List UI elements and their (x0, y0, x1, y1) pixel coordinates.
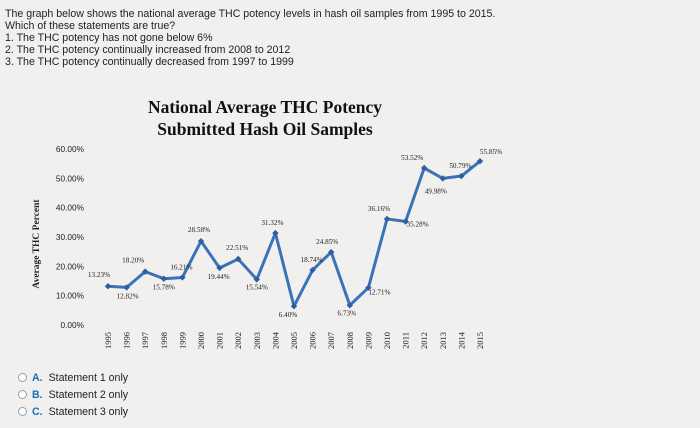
option-b-text: Statement 2 only (48, 388, 129, 401)
y-tick-label: 30.00% (56, 232, 85, 242)
radio-b[interactable] (18, 390, 27, 399)
data-point (272, 229, 279, 237)
data-point (142, 268, 149, 275)
y-axis-label: Average THC Percent (32, 199, 42, 289)
option-b[interactable]: B. Statement 2 only (18, 386, 128, 403)
x-tick-label: 2002 (233, 332, 243, 349)
data-label: 13.23% (88, 271, 110, 279)
data-label: 36.16% (368, 205, 390, 213)
option-a-letter: A. (32, 371, 43, 384)
x-tick-label: 1998 (159, 332, 169, 349)
data-label: 15.54% (246, 283, 268, 291)
answer-options: A. Statement 1 only B. Statement 2 only … (18, 369, 128, 420)
x-tick-label: 2015 (475, 332, 485, 349)
question-prompt: Which of these statements are true? (5, 20, 176, 32)
data-label: 16.21% (170, 263, 192, 271)
data-point (235, 255, 242, 263)
data-label: 18.74% (301, 256, 323, 264)
data-label: 6.73% (338, 309, 357, 317)
data-point (458, 172, 465, 180)
data-label: 12.82% (117, 292, 139, 300)
statement-3: 3. The THC potency continually decreased… (5, 56, 294, 68)
option-b-letter: B. (32, 388, 43, 401)
data-point (104, 282, 112, 290)
data-label: 24.85% (316, 238, 338, 246)
data-point (123, 284, 130, 291)
data-label: 6.40% (279, 311, 298, 319)
statement-1: 1. The THC potency has not gone below 6% (5, 32, 213, 44)
x-tick-label: 2011 (401, 332, 411, 349)
data-label: 53.52% (401, 154, 423, 162)
x-tick-label: 2009 (363, 332, 373, 349)
y-tick-label: 20.00% (56, 261, 85, 271)
option-c-letter: C. (32, 405, 43, 418)
x-tick-label: 2012 (419, 332, 429, 349)
data-point (346, 302, 353, 309)
option-a-text: Statement 1 only (48, 371, 129, 384)
x-tick-label: 2003 (252, 332, 262, 349)
data-label: 31.32% (261, 219, 283, 227)
data-label: 22.51% (226, 244, 248, 252)
x-tick-label: 1996 (122, 332, 132, 349)
data-label: 50.79% (449, 162, 471, 170)
data-point (290, 303, 298, 310)
y-tick-label: 10.00% (56, 291, 85, 301)
data-point (365, 284, 372, 291)
x-tick-label: 2008 (345, 332, 355, 349)
data-point (383, 215, 391, 223)
x-tick-label: 1995 (103, 332, 113, 349)
option-c[interactable]: C. Statement 3 only (18, 403, 128, 420)
x-tick-label: 2007 (326, 332, 336, 349)
data-label: 18.20% (122, 257, 144, 265)
data-point (328, 248, 335, 256)
data-label: 15.78% (153, 284, 175, 292)
x-tick-label: 2004 (270, 331, 280, 349)
x-tick-label: 2006 (308, 332, 318, 349)
data-label: 19.44% (208, 273, 230, 281)
data-point (216, 264, 223, 272)
data-label: 35.28% (407, 221, 429, 229)
radio-c[interactable] (18, 407, 27, 416)
y-tick-label: 60.00% (56, 144, 85, 154)
x-tick-label: 2001 (215, 332, 225, 349)
chart-title-line1: National Average THC Potency (148, 97, 382, 117)
option-a[interactable]: A. Statement 1 only (18, 369, 128, 386)
x-tick-label: 2014 (456, 331, 466, 349)
question-intro: The graph below shows the national avera… (5, 8, 496, 20)
x-tick-label: 1997 (140, 332, 150, 349)
chart-title-line2: Submitted Hash Oil Samples (157, 119, 373, 139)
data-label: 49.98% (425, 187, 447, 195)
option-c-text: Statement 3 only (48, 405, 129, 418)
y-tick-label: 0.00% (60, 320, 84, 330)
data-point (197, 237, 205, 245)
y-tick-label: 50.00% (56, 173, 85, 183)
data-point (160, 275, 167, 282)
data-label: 28.58% (188, 226, 210, 234)
data-point (253, 276, 260, 283)
radio-a[interactable] (18, 373, 27, 382)
data-point (179, 274, 186, 281)
thc-potency-chart: National Average THC Potency Submitted H… (32, 97, 502, 349)
x-tick-label: 2000 (196, 332, 206, 349)
data-point (309, 266, 316, 274)
data-label: 12.71% (368, 289, 390, 297)
statement-2: 2. The THC potency continually increased… (5, 44, 291, 56)
data-point (476, 157, 484, 165)
data-label: 55.85% (480, 148, 502, 156)
data-point (402, 218, 409, 225)
question-text: The graph below shows the national avera… (5, 8, 695, 68)
data-point (439, 175, 446, 182)
data-point (421, 164, 428, 172)
x-tick-label: 1999 (177, 332, 187, 349)
x-tick-label: 2010 (382, 332, 392, 349)
y-tick-label: 40.00% (56, 203, 85, 213)
x-tick-label: 2005 (289, 332, 299, 349)
x-tick-label: 2013 (438, 332, 448, 349)
